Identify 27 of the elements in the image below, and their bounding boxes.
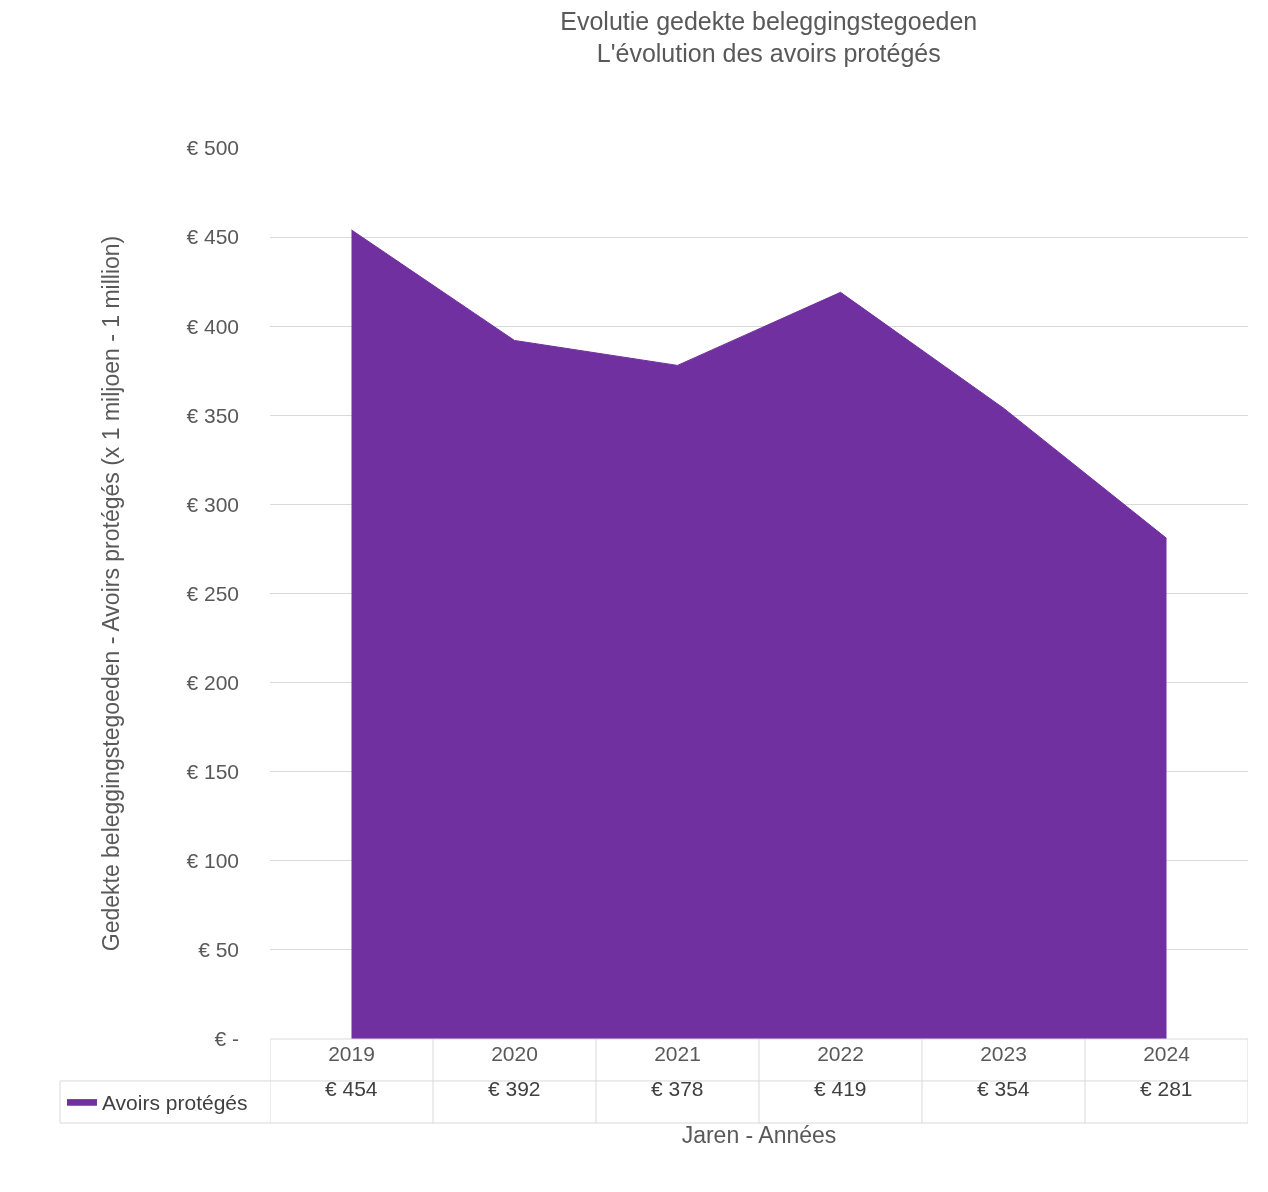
x-tick-label: 2020	[491, 1042, 538, 1065]
data-label: € 281	[1140, 1077, 1193, 1100]
y-tick-label: € 450	[186, 225, 239, 249]
x-tick-label: 2022	[817, 1042, 864, 1065]
y-tick-label: € 50	[198, 938, 239, 962]
y-tick-label: € 200	[186, 670, 239, 694]
data-label: € 419	[814, 1077, 867, 1100]
y-axis-title: Gedekte beleggingstegoeden - Avoirs protégés (x 1 miljoen - 1 million)	[97, 235, 124, 952]
x-axis-title: Jaren - Années	[681, 1121, 837, 1148]
data-label: € 454	[325, 1077, 378, 1100]
data-label: € 354	[977, 1077, 1030, 1100]
y-tick-label: € 500	[186, 136, 239, 160]
x-tick-label: 2019	[328, 1042, 375, 1065]
y-tick-label: € 350	[186, 403, 239, 427]
y-tick-label: € -	[214, 1027, 239, 1051]
legend-label: Avoirs protégés	[101, 1090, 248, 1114]
y-tick-label: € 150	[186, 760, 239, 784]
data-label: € 378	[651, 1077, 704, 1100]
x-tick-label: 2023	[980, 1042, 1027, 1065]
y-tick-label: € 300	[186, 492, 239, 516]
y-tick-label: € 400	[186, 314, 239, 338]
x-tick-label: 2021	[654, 1042, 701, 1065]
x-tick-label: 2024	[1143, 1042, 1191, 1065]
y-tick-label: € 100	[186, 849, 239, 873]
y-tick-label: € 250	[186, 581, 239, 605]
chart-title: Evolutie gedekte beleggingstegoeden L'évolution des avoirs protégés	[560, 6, 978, 68]
data-label: € 392	[488, 1077, 541, 1100]
